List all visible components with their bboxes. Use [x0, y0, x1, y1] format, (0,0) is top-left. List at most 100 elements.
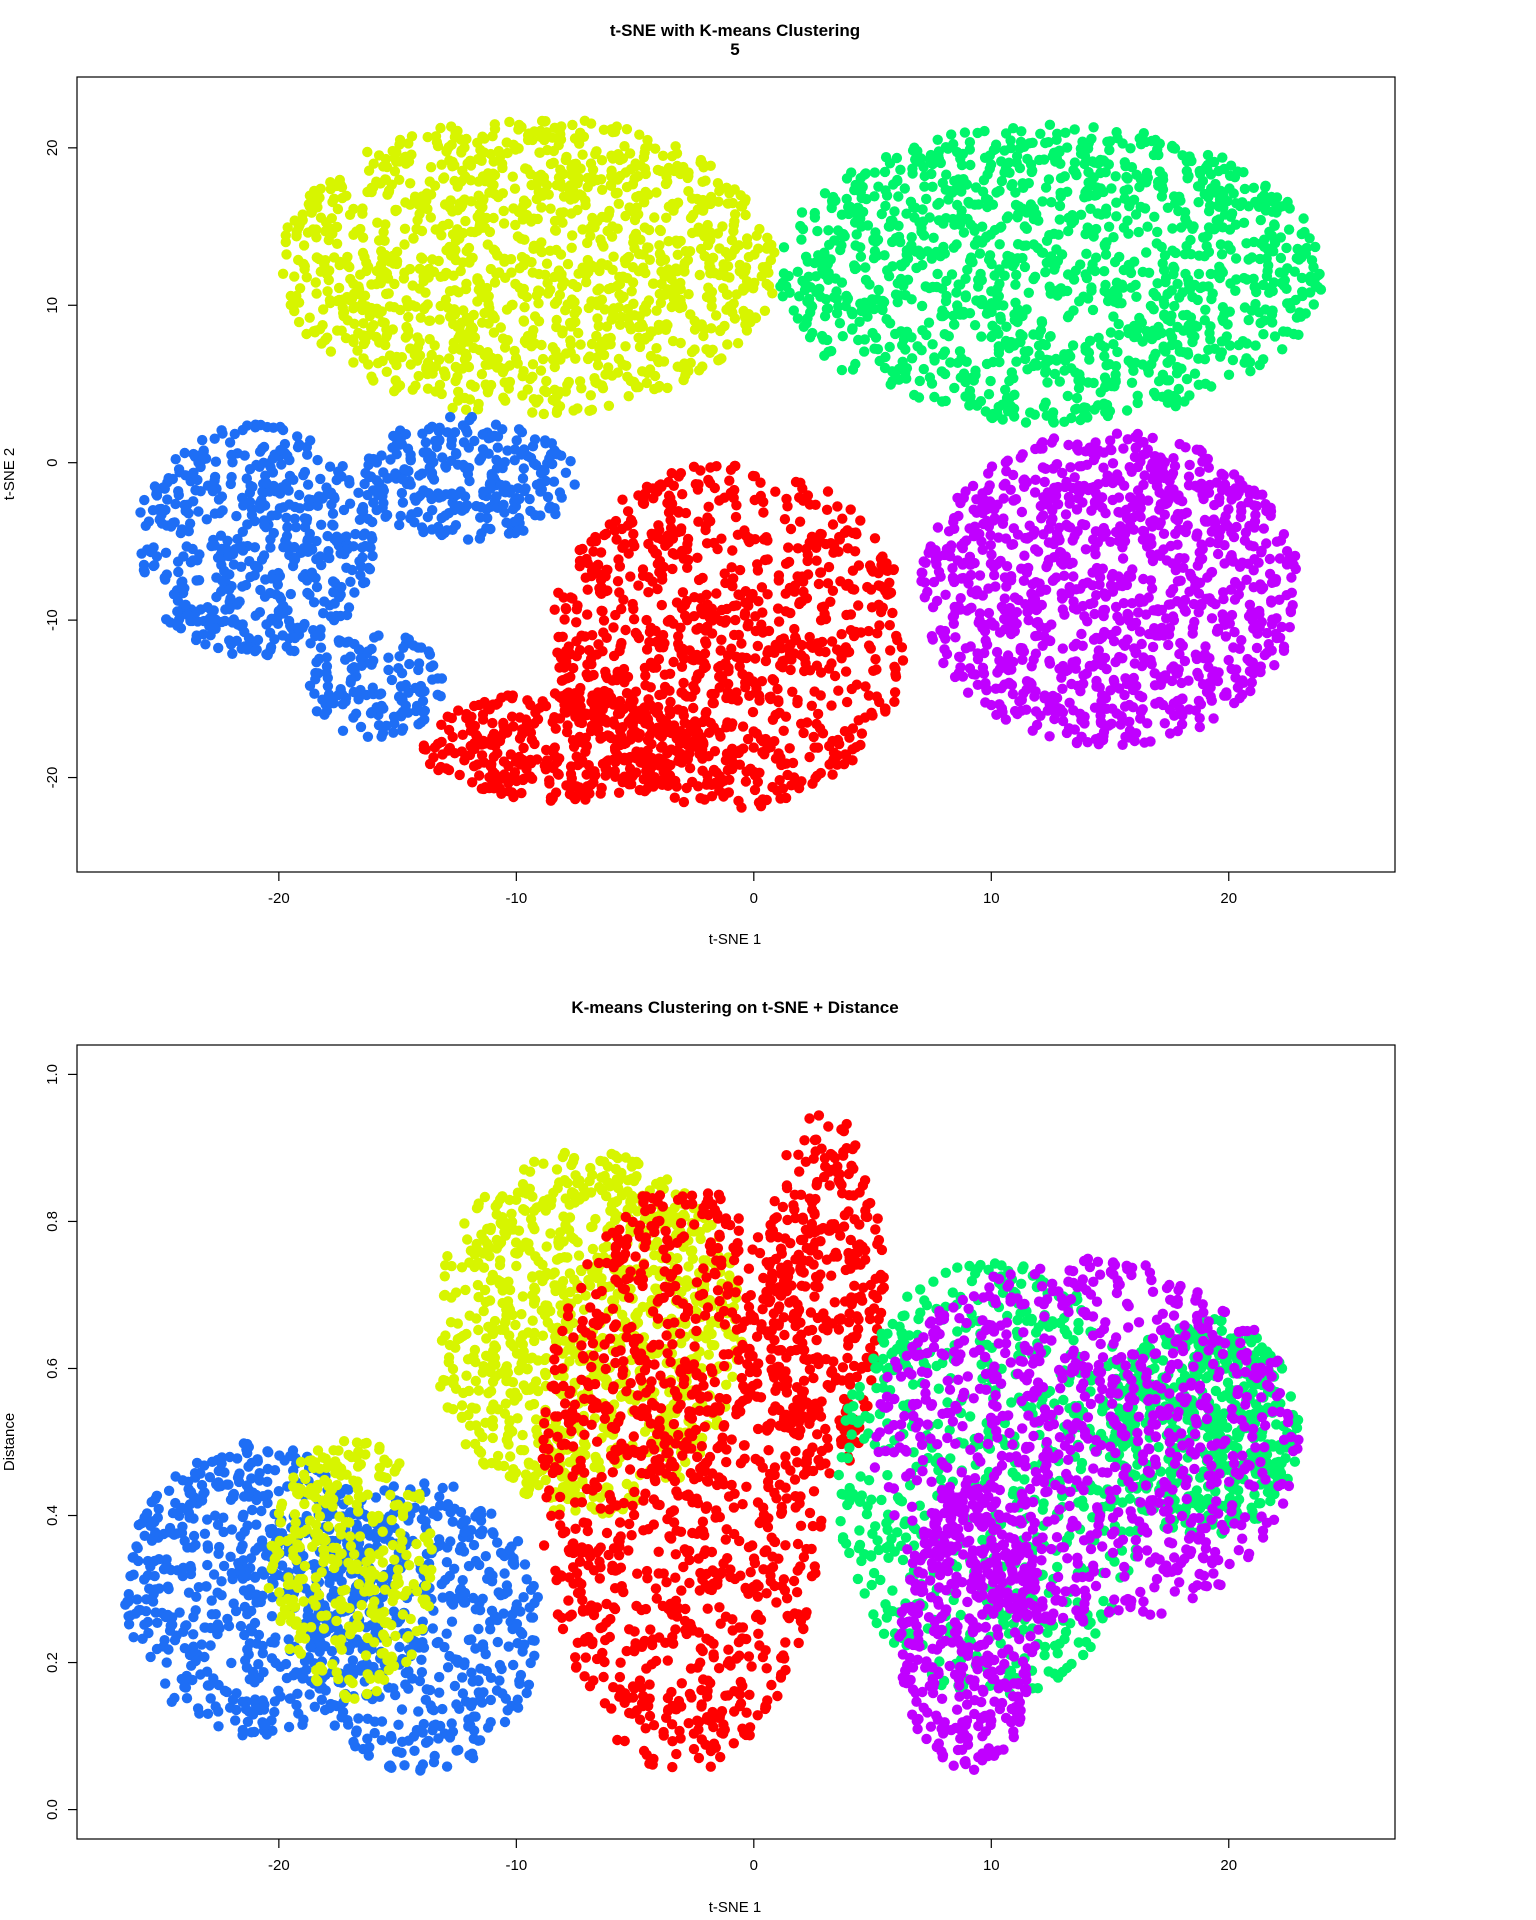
- scatter-point: [606, 165, 617, 176]
- scatter-point: [299, 522, 311, 533]
- scatter-point: [1246, 252, 1258, 263]
- scatter-point: [1194, 181, 1206, 192]
- scatter-point: [621, 755, 632, 766]
- scatter-point: [482, 168, 494, 179]
- scatter-point: [523, 128, 535, 139]
- scatter-point: [1165, 327, 1176, 339]
- scatter-point: [593, 639, 604, 650]
- scatter-point: [778, 242, 790, 253]
- scatter-point: [563, 641, 574, 652]
- scatter-point: [598, 349, 610, 361]
- scatter-point: [1239, 183, 1251, 195]
- scatter-point: [494, 458, 505, 470]
- scatter-point: [943, 331, 954, 342]
- scatter-point: [1025, 159, 1037, 170]
- scatter-point: [452, 205, 463, 216]
- scatter-point: [1130, 279, 1141, 291]
- scatter-point: [322, 530, 333, 542]
- scatter-point: [651, 305, 662, 316]
- scatter-point: [778, 268, 790, 279]
- scatter-point: [334, 259, 345, 271]
- scatter-point: [345, 674, 357, 685]
- scatter-point: [474, 770, 485, 781]
- scatter-point: [728, 220, 739, 231]
- scatter-point: [613, 198, 624, 209]
- scatter-point: [1033, 340, 1045, 351]
- scatter-point: [371, 702, 382, 713]
- scatter-point: [672, 249, 683, 260]
- scatter-point: [600, 369, 611, 380]
- scatter-point: [580, 195, 591, 206]
- scatter-point: [325, 346, 337, 357]
- scatter-point: [1134, 312, 1145, 324]
- scatter-point: [1011, 269, 1022, 281]
- scatter-point: [486, 469, 497, 480]
- scatter-point: [514, 493, 525, 505]
- scatter-point: [1192, 294, 1203, 306]
- scatter-point: [608, 650, 620, 662]
- scatter-point: [738, 305, 749, 317]
- scatter-point: [402, 298, 413, 309]
- scatter-point: [1143, 367, 1154, 378]
- scatter-point: [747, 706, 759, 718]
- scatter-point: [867, 294, 878, 305]
- scatter-point: [790, 476, 802, 488]
- scatter-point: [399, 464, 410, 475]
- scatter-point: [281, 530, 293, 542]
- scatter-point: [259, 520, 270, 531]
- scatter-point: [395, 510, 406, 522]
- scatter-point: [390, 205, 401, 217]
- scatter-point: [602, 225, 613, 237]
- scatter-point: [692, 552, 703, 563]
- scatter-point: [773, 570, 785, 581]
- scatter-point: [465, 740, 476, 752]
- scatter-point: [477, 444, 489, 455]
- scatter-point: [958, 174, 969, 185]
- scatter-point: [518, 283, 529, 295]
- scatter-point: [381, 366, 392, 377]
- scatter-point: [224, 604, 235, 615]
- scatter-point: [906, 353, 918, 364]
- scatter-point: [577, 149, 588, 160]
- scatter-point: [549, 298, 561, 309]
- scatter-point: [435, 300, 446, 312]
- scatter-point: [475, 144, 486, 156]
- scatter-point: [135, 507, 146, 518]
- scatter-point: [486, 779, 498, 790]
- scatter-point: [1205, 334, 1216, 345]
- scatter-point: [606, 314, 617, 325]
- scatter-point: [921, 329, 932, 341]
- scatter-point: [490, 419, 502, 430]
- scatter-point: [345, 651, 356, 662]
- scatter-point: [945, 357, 956, 368]
- scatter-point: [537, 353, 549, 365]
- scatter-point: [373, 720, 385, 731]
- scatter-point: [697, 176, 708, 187]
- scatter-point: [362, 731, 374, 742]
- scatter-point: [396, 487, 408, 499]
- scatter-point: [561, 726, 573, 738]
- scatter-point: [741, 233, 753, 244]
- scatter-point: [991, 187, 1002, 198]
- scatter-point: [466, 411, 478, 423]
- scatter-point: [596, 155, 608, 166]
- scatter-point: [1126, 358, 1137, 369]
- scatter-point: [501, 727, 513, 738]
- scatter-point: [981, 231, 992, 242]
- scatter-point: [380, 511, 391, 522]
- scatter-point: [190, 634, 202, 646]
- scatter-point: [667, 198, 678, 210]
- scatter-point: [1305, 287, 1316, 298]
- scatter-point: [507, 690, 518, 701]
- scatter-point: [621, 181, 633, 193]
- scatter-point: [1027, 137, 1038, 148]
- scatter-point: [866, 602, 878, 613]
- scatter-point: [698, 739, 709, 750]
- scatter-point: [663, 236, 674, 247]
- scatter-point: [485, 483, 496, 494]
- scatter-point: [722, 261, 734, 272]
- scatter-point: [961, 356, 972, 367]
- scatter-point: [1075, 259, 1086, 270]
- scatter-point: [275, 444, 286, 456]
- scatter-point: [732, 338, 744, 349]
